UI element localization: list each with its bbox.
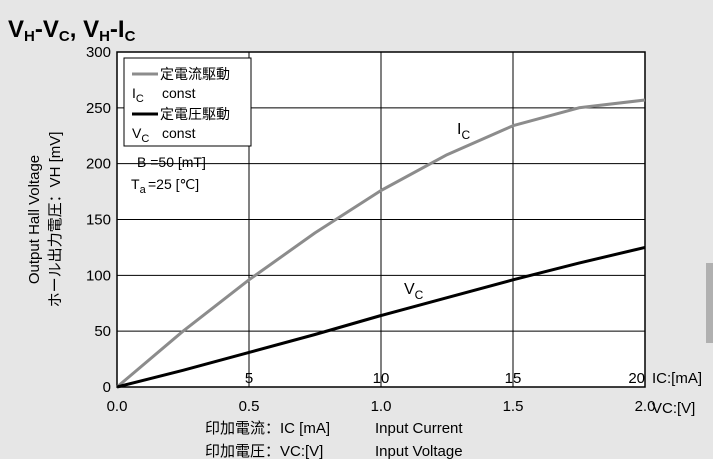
vc-tick-label: 0.5 — [239, 398, 260, 415]
legend-label-en-text: const — [162, 125, 196, 141]
y-tick-label: 250 — [86, 100, 111, 117]
title-part-vc-base: V — [42, 16, 59, 43]
vc-tick-label: 0.0 — [107, 398, 128, 415]
y-tick-label: 100 — [86, 267, 111, 284]
vc-tick-label: 1.5 — [503, 398, 524, 415]
ic-tick-label: 15 — [505, 370, 522, 387]
legend-label-en-symbol: VC — [132, 125, 149, 145]
y-label-en: Output Hall Voltage — [26, 155, 43, 284]
title-part-ic-base: I — [117, 16, 125, 43]
x-label-ic-jp: 印加電流：IC [mA] — [205, 420, 330, 437]
title-part-ic-sub: C — [124, 28, 136, 45]
ic-tick-label: 10 — [373, 370, 390, 387]
side-tab-marker — [706, 263, 713, 343]
y-tick-label: 0 — [103, 379, 111, 396]
title-part-comma: , — [69, 16, 84, 43]
y-label-jp: ホール出力電圧：VH [mV] — [47, 132, 64, 308]
plot-frame — [116, 51, 646, 388]
x-label-ic-en: Input Current — [375, 420, 463, 437]
condition-temp-value: =25 [℃] — [148, 176, 199, 192]
x-label-vc-en: Input Voltage — [375, 443, 463, 459]
ic-tick-label: 20 — [628, 370, 645, 387]
title-part-vh2-sub: H — [99, 28, 110, 45]
y-tick-label: 300 — [86, 44, 111, 61]
title-part-vh1-sub: H — [24, 28, 35, 45]
y-tick-label: 150 — [86, 212, 111, 229]
vc-tick-label: 1.0 — [371, 398, 392, 415]
series-line-vc — [116, 245, 646, 389]
y-tick-label: 50 — [94, 323, 111, 340]
legend-label-jp: 定電流駆動 — [160, 66, 230, 82]
curve-label-ic: IC — [457, 121, 470, 142]
title-part-dash2: - — [109, 16, 118, 43]
condition-field: B =50 [mT] — [137, 154, 206, 170]
y-tick-label: 200 — [86, 156, 111, 173]
vc-tick-label: 2.0 — [635, 398, 656, 415]
x-label-vc-jp: 印加電圧：VC:[V] — [205, 443, 323, 459]
chart-title: VH-VC, VH-IC — [8, 16, 135, 45]
title-part-vh2-base: V — [83, 16, 100, 43]
vc-axis-unit: VC:[V] — [652, 400, 695, 417]
title-part-vc-sub: C — [58, 28, 70, 45]
condition-temp-symbol: Ta — [131, 176, 147, 196]
legend-label-en-symbol: IC — [132, 85, 144, 105]
legend-label-jp: 定電圧駆動 — [160, 106, 230, 122]
legend-label-en-text: const — [162, 85, 196, 101]
ic-tick-label: 5 — [245, 370, 253, 387]
series-line-ic — [116, 98, 646, 389]
ic-axis-unit: IC:[mA] — [652, 370, 702, 387]
title-part-dash1: - — [34, 16, 43, 43]
title-part-vh1-base: V — [8, 16, 25, 43]
curve-label-vc: VC — [404, 281, 424, 302]
